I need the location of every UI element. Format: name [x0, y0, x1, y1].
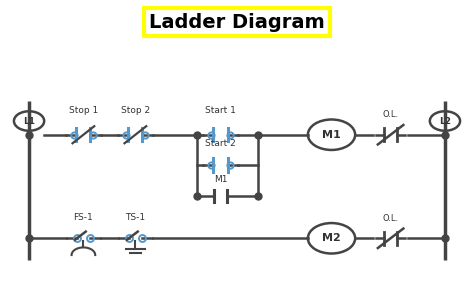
Text: TS-1: TS-1 — [125, 213, 146, 222]
Text: Stop 2: Stop 2 — [121, 106, 150, 115]
Text: Start 2: Start 2 — [205, 140, 236, 148]
Text: O.L.: O.L. — [383, 110, 399, 119]
Text: Start 1: Start 1 — [205, 106, 236, 115]
Text: Stop 1: Stop 1 — [69, 106, 98, 115]
Text: FS-1: FS-1 — [73, 213, 93, 222]
Text: L1: L1 — [23, 117, 35, 125]
Text: M1: M1 — [214, 175, 227, 184]
Text: M2: M2 — [322, 233, 341, 243]
Text: M1: M1 — [322, 130, 341, 140]
Text: Ladder Diagram: Ladder Diagram — [149, 13, 325, 32]
Text: O.L.: O.L. — [383, 214, 399, 223]
Text: L2: L2 — [439, 117, 451, 125]
